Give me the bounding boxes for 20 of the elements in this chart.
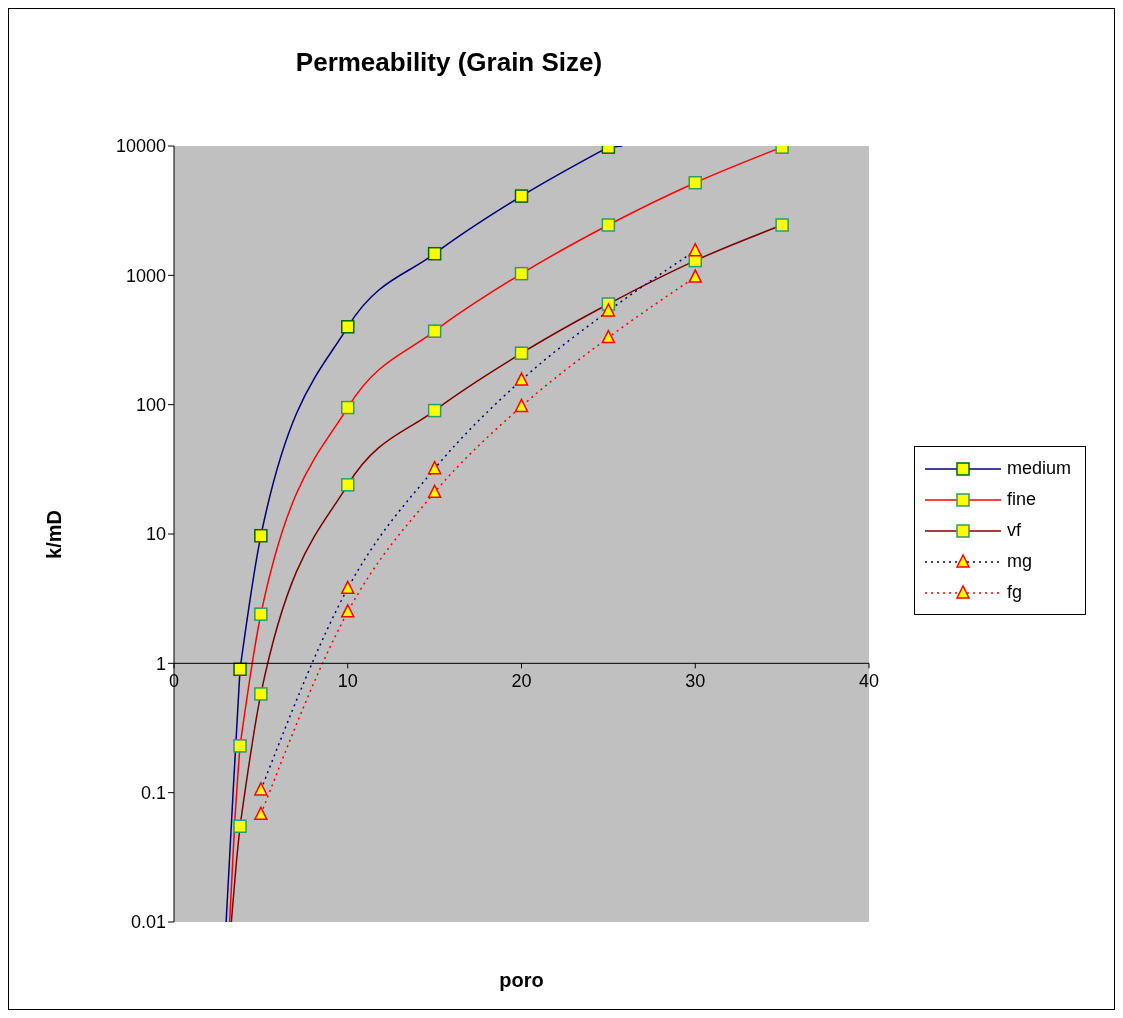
legend-label: medium	[1007, 458, 1072, 479]
y-tick-label: 1	[155, 653, 166, 674]
y-tick-label: 100	[135, 395, 166, 416]
chart-title: Permeability (Grain Size)	[294, 47, 604, 78]
legend-label: mg	[1007, 551, 1033, 572]
y-tick-label: 10	[145, 524, 166, 545]
x-axis-title: poro	[498, 969, 545, 992]
y-tick-label: 1000	[125, 265, 166, 286]
legend-label: fg	[1007, 582, 1023, 603]
x-tick-label: 30	[685, 671, 706, 692]
y-tick-label: 0.1	[140, 783, 166, 804]
x-tick-label: 40	[858, 671, 880, 692]
legend-label: vf	[1007, 520, 1022, 541]
y-tick-label: 10000	[115, 136, 166, 157]
y-tick-label: 0.01	[130, 912, 166, 933]
x-tick-label: 20	[511, 671, 532, 692]
y-axis-title: k/mD	[42, 509, 66, 559]
legend-label: fine	[1007, 489, 1037, 510]
x-tick-label: 10	[337, 671, 358, 692]
x-tick-label: 0	[168, 671, 180, 692]
